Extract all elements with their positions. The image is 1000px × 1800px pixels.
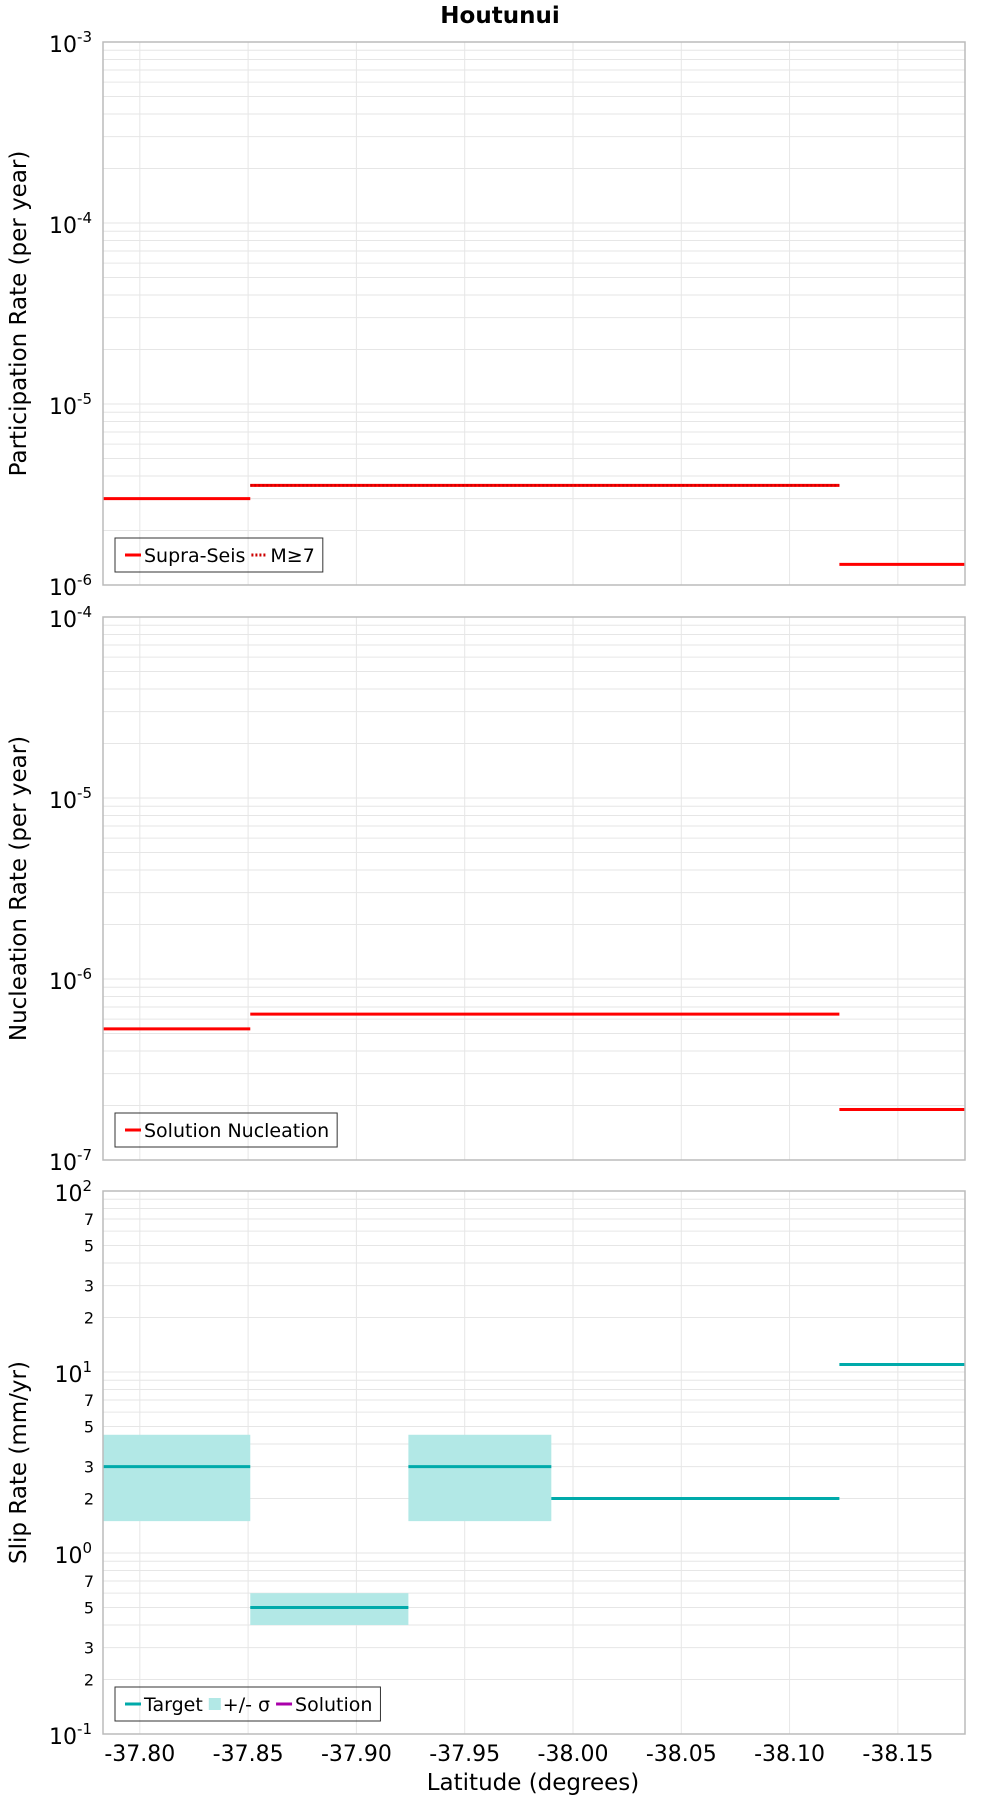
x-tick-label: -38.10 <box>754 1742 825 1767</box>
y-axis-label: Slip Rate (mm/yr) <box>6 1361 32 1564</box>
y-tick-exponent: 1 <box>82 1358 92 1376</box>
plot-frame <box>102 41 966 586</box>
legend-box <box>114 537 324 573</box>
y-axis-label: Nucleation Rate (per year) <box>6 736 32 1041</box>
y-minor-tick-label: 3 <box>84 1458 94 1477</box>
legend: Solution Nucleation <box>114 1112 338 1148</box>
legend-box <box>114 1112 338 1148</box>
y-tick-base: 10 <box>49 608 77 633</box>
y-tick-base: 10 <box>54 1182 82 1207</box>
y-minor-tick-label: 2 <box>84 1490 94 1509</box>
y-tick-label: 10-6 <box>49 571 92 601</box>
y-tick-base: 10 <box>49 395 77 420</box>
y-tick-label: 100 <box>54 1539 92 1569</box>
y-tick-exponent: 2 <box>82 1177 92 1195</box>
y-tick-base: 10 <box>49 1725 77 1750</box>
sigma-band <box>408 1434 552 1522</box>
x-tick-label: -37.80 <box>104 1742 175 1767</box>
y-tick-base: 10 <box>54 1363 82 1388</box>
legend-swatch-sigma <box>208 1698 221 1710</box>
y-tick-label: 10-7 <box>49 1146 92 1176</box>
y-tick-base: 10 <box>49 789 77 814</box>
y-tick-base: 10 <box>49 214 77 239</box>
x-axis-label: Latitude (degrees) <box>427 1770 640 1796</box>
y-tick-label: 102 <box>54 1177 92 1207</box>
x-tick-label: -38.00 <box>538 1742 609 1767</box>
y-tick-base: 10 <box>49 33 77 58</box>
y-minor-tick-label: 3 <box>84 1639 94 1658</box>
y-tick-label: 10-5 <box>49 390 92 420</box>
y-tick-exponent: -4 <box>77 603 92 621</box>
x-tick-label: -37.85 <box>213 1742 284 1767</box>
y-tick-exponent: -3 <box>77 28 92 46</box>
y-minor-tick-label: 5 <box>84 1236 94 1255</box>
y-tick-label: 10-3 <box>49 28 92 58</box>
legend-entry: M≥7 <box>270 545 314 567</box>
legend-entry: +/- σ <box>223 1694 270 1716</box>
y-minor-tick-label: 2 <box>84 1671 94 1690</box>
sigma-band <box>250 1593 409 1626</box>
plot-frame <box>102 616 966 1161</box>
y-tick-label: 10-5 <box>49 784 92 814</box>
y-tick-base: 10 <box>54 1544 82 1569</box>
legend-entry: Target <box>143 1694 203 1716</box>
y-tick-exponent: -6 <box>77 571 92 589</box>
y-tick-exponent: -7 <box>77 1146 92 1164</box>
y-tick-label: 10-1 <box>49 1720 92 1750</box>
x-tick-label: -38.05 <box>646 1742 717 1767</box>
x-tick-label: -37.90 <box>321 1742 392 1767</box>
y-tick-exponent: -5 <box>77 390 92 408</box>
plot-frame <box>102 1190 966 1735</box>
y-tick-exponent: 0 <box>82 1539 92 1557</box>
y-minor-tick-label: 7 <box>84 1210 94 1229</box>
y-minor-tick-label: 7 <box>84 1572 94 1591</box>
legend: Target +/- σ Solution <box>114 1686 381 1722</box>
sigma-band <box>103 1434 251 1522</box>
legend-box <box>114 1686 381 1722</box>
x-axis-ticks: -37.80 -37.85 -37.90 -37.95 -38.00 -38.05 -38.… <box>104 1742 933 1767</box>
y-minor-tick-label: 2 <box>84 1309 94 1328</box>
y-axis-label: Participation Rate (per year) <box>6 151 32 477</box>
y-tick-label: 10-4 <box>49 603 92 633</box>
legend-entry: Supra-Seis <box>144 545 245 567</box>
y-minor-tick-label: 5 <box>84 1417 94 1436</box>
y-tick-label: 10-4 <box>49 209 92 239</box>
y-tick-label: 101 <box>54 1358 92 1388</box>
chart-title: Houtunui <box>440 3 559 29</box>
y-tick-exponent: -4 <box>77 209 92 227</box>
x-tick-label: -38.15 <box>862 1742 933 1767</box>
y-minor-tick-label: 5 <box>84 1598 94 1617</box>
x-tick-label: -37.95 <box>429 1742 500 1767</box>
legend-entry: Solution Nucleation <box>144 1120 329 1142</box>
y-tick-base: 10 <box>49 576 77 601</box>
y-tick-exponent: -6 <box>77 965 92 983</box>
y-tick-base: 10 <box>49 970 77 995</box>
y-minor-tick-label: 7 <box>84 1391 94 1410</box>
y-tick-exponent: -5 <box>77 784 92 802</box>
legend: Supra-Seis M≥7 <box>114 537 324 573</box>
y-tick-base: 10 <box>49 1151 77 1176</box>
legend-entry: Solution <box>295 1694 372 1716</box>
y-tick-label: 10-6 <box>49 965 92 995</box>
y-tick-exponent: -1 <box>77 1720 92 1738</box>
y-minor-tick-label: 3 <box>84 1277 94 1296</box>
